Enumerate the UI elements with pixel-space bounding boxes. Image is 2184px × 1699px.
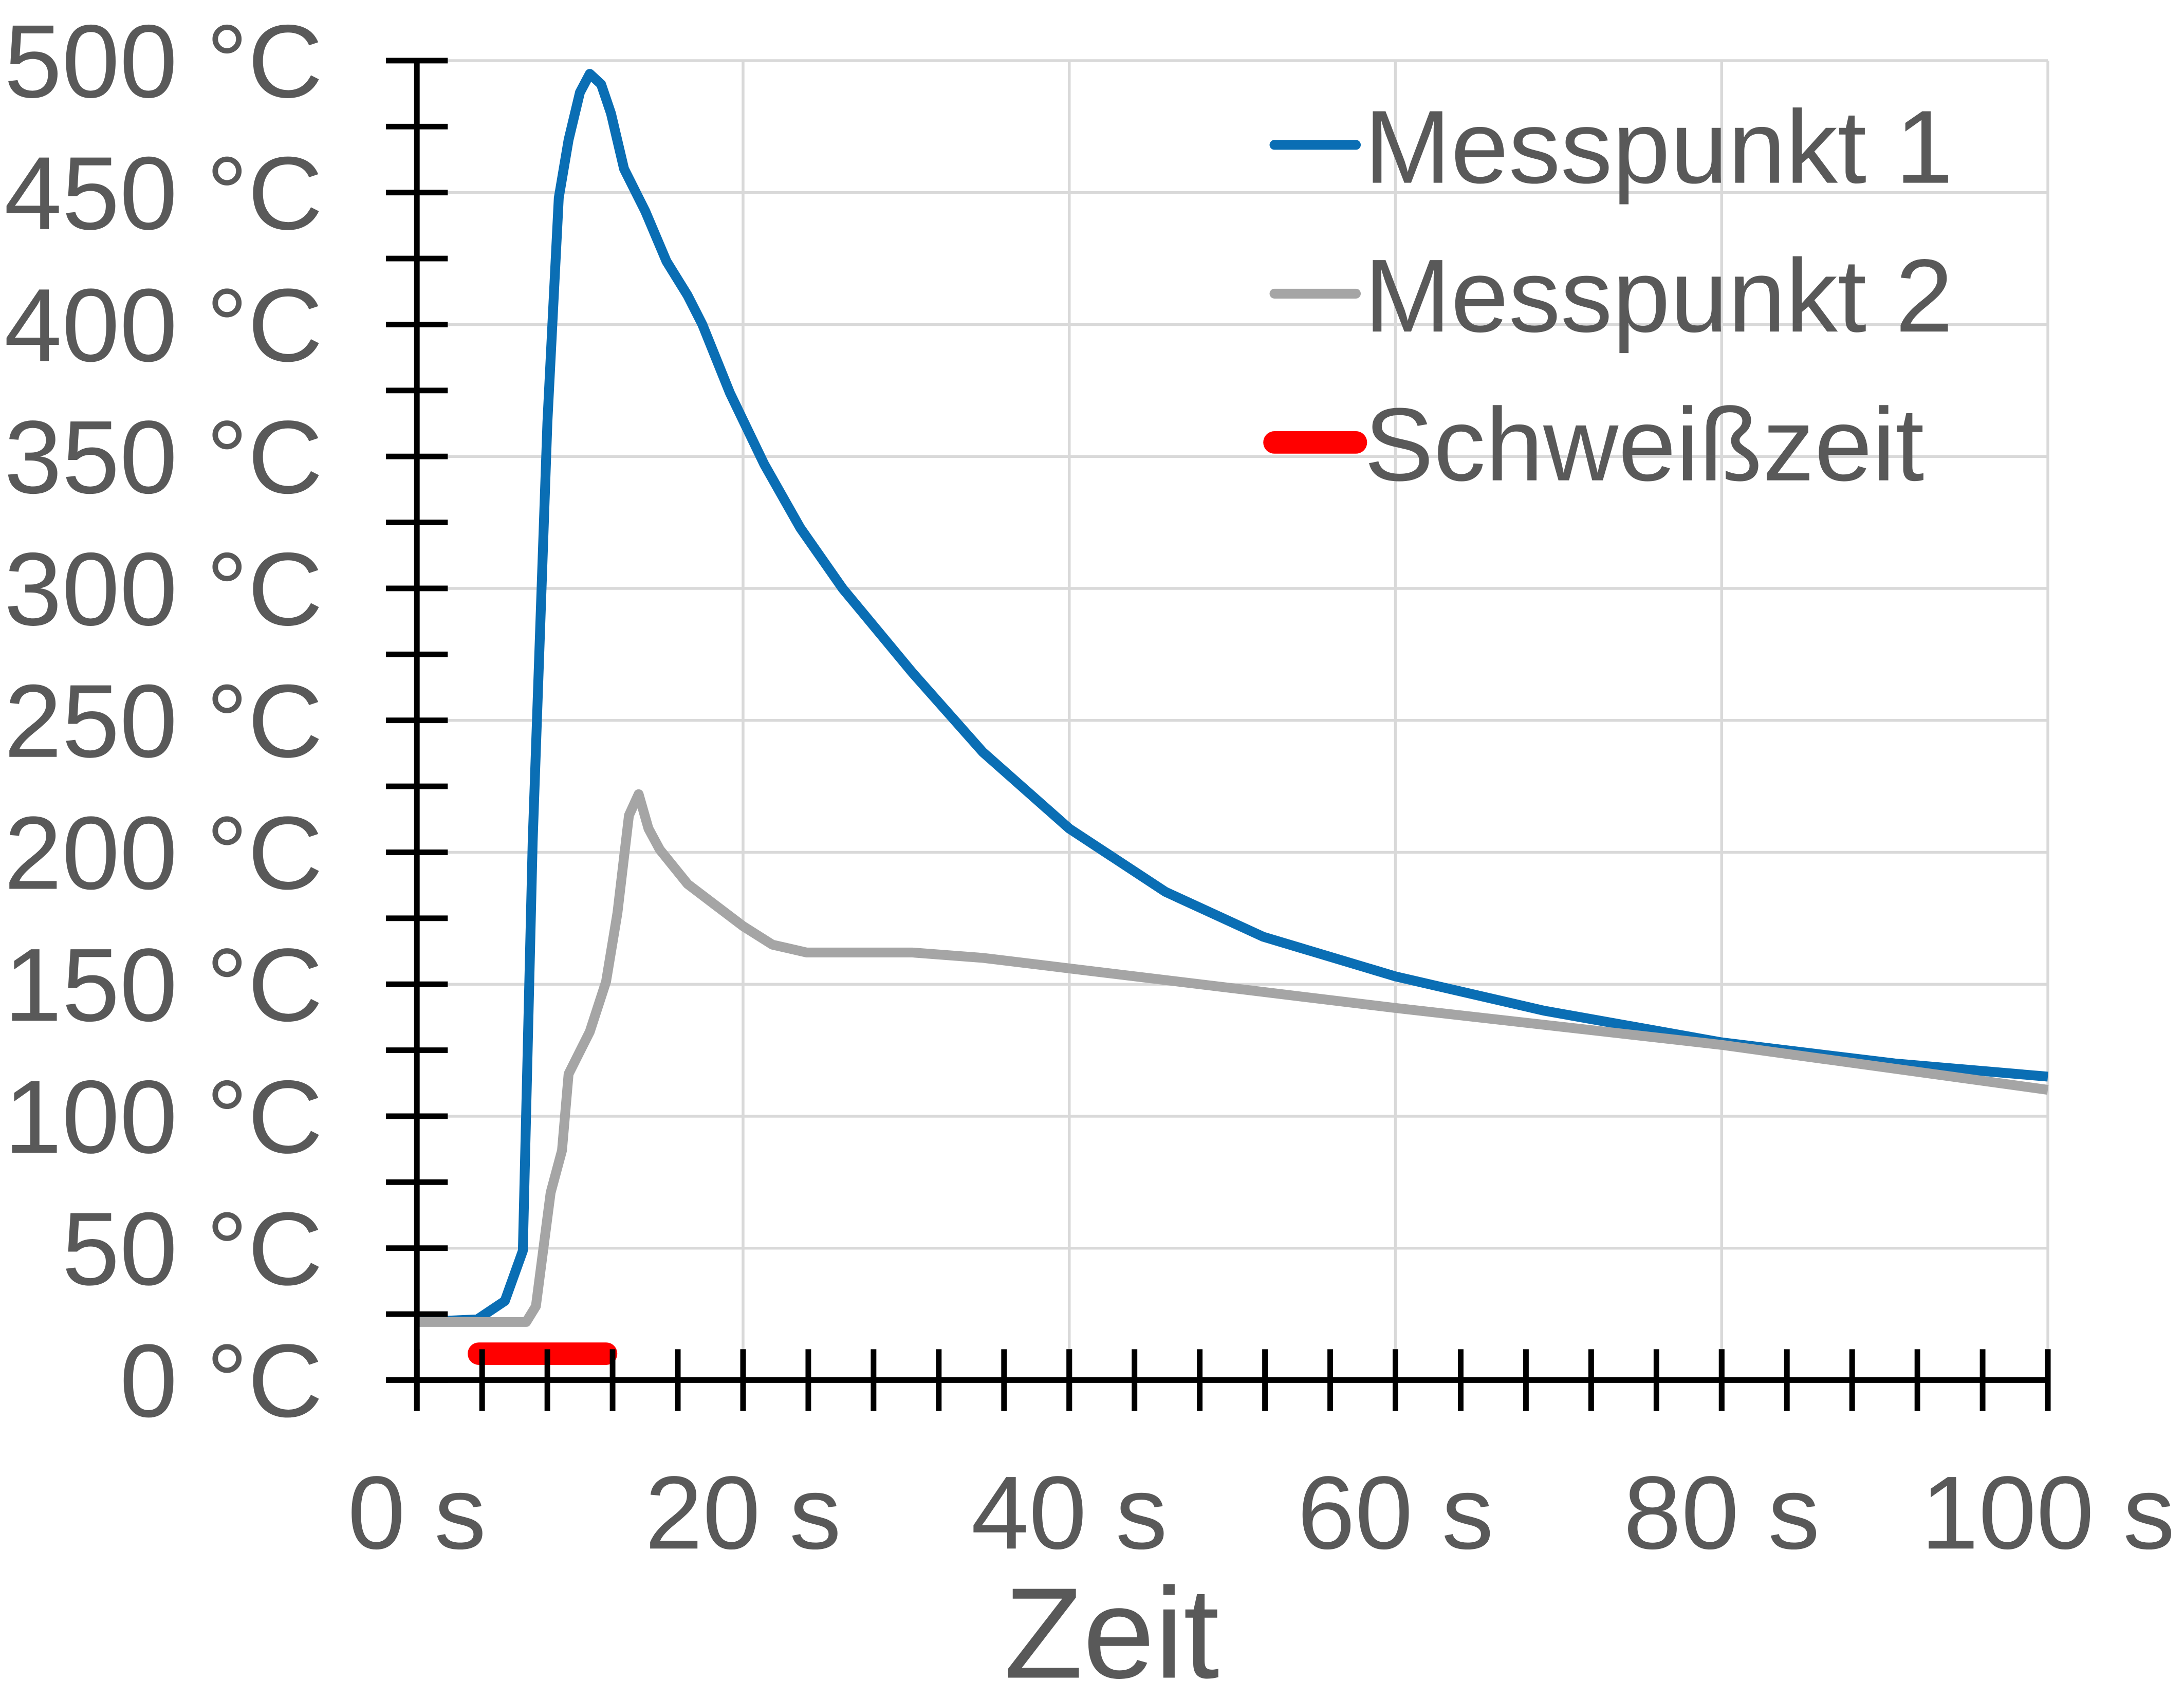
series-line-1 [416, 69, 2048, 1327]
grid [417, 59, 2049, 1380]
legend-label: Messpunkt 1 [1364, 89, 1953, 205]
series-line-2 [417, 789, 2049, 1327]
x-tick-label: 20 s [645, 1454, 841, 1571]
y-tick-label: 450 °C [4, 135, 323, 251]
x-tick-label: 40 s [971, 1454, 1168, 1571]
x-tick-label: 60 s [1298, 1454, 1494, 1571]
x-tick-label: 0 s [347, 1454, 486, 1571]
y-tick-label: 50 °C [62, 1191, 323, 1307]
axes [386, 58, 2051, 1411]
x-tick-label: 80 s [1623, 1454, 1820, 1571]
y-tick-label: 150 °C [4, 927, 323, 1043]
y-tick-label: 200 °C [4, 795, 323, 911]
y-tick-label: 400 °C [4, 267, 323, 383]
y-tick-label: 250 °C [4, 663, 323, 779]
x-tick-label: 100 s [1921, 1454, 2175, 1571]
y-tick-label: 350 °C [4, 399, 323, 515]
legend-label: Messpunkt 2 [1364, 237, 1953, 354]
x-axis-label: Zeit [1004, 1562, 1219, 1699]
series-lines [416, 69, 2049, 1365]
y-tick-label: 0 °C [120, 1322, 323, 1438]
legend-label: Schweißzeit [1364, 386, 1924, 503]
legend: Messpunkt 1 Messpunkt 2 Schweißzeit [1263, 89, 1953, 503]
y-tick-label: 500 °C [4, 3, 323, 119]
y-tick-label: 100 °C [4, 1059, 323, 1175]
y-tick-label: 300 °C [4, 531, 323, 647]
tick-labels: 0 °C 50 °C 100 °C 150 °C 200 °C 250 °C 300 °C 3… [4, 3, 2175, 1571]
